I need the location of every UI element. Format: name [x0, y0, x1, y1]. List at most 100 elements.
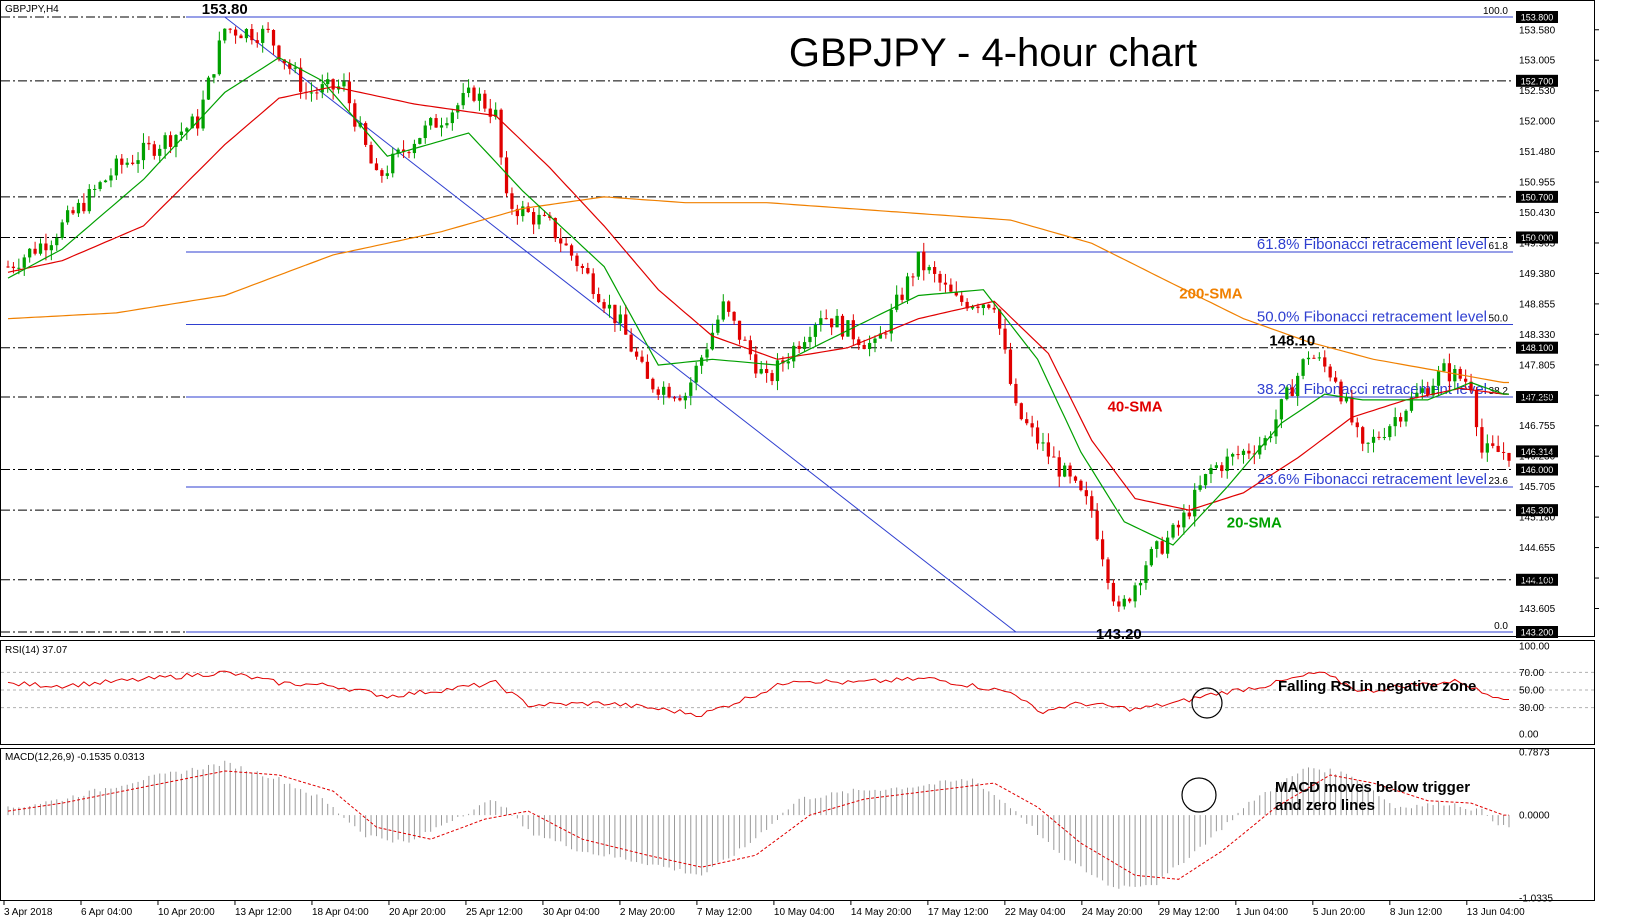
candle-body [494, 109, 498, 117]
candle-body [1296, 375, 1300, 396]
fib-tag: 50.0 [1489, 314, 1509, 325]
candle-body [1084, 490, 1088, 497]
level-badge-label: 147.250 [1521, 393, 1554, 403]
candle-body [770, 373, 774, 382]
candle-body [862, 344, 866, 350]
candle-body [136, 160, 140, 164]
candle-body [120, 158, 124, 165]
candle-body [33, 248, 37, 254]
candle-body [1366, 442, 1370, 444]
candle-body [1193, 489, 1197, 517]
candle-body [1268, 436, 1273, 439]
candle-body [293, 67, 297, 69]
rsi-indicator: 100.00 70.00 50.00 30.00 0.00 [1, 642, 1594, 741]
candle-body [244, 28, 249, 39]
candle-body [271, 29, 276, 46]
level-badge [1516, 573, 1558, 586]
candle-body [1409, 397, 1414, 411]
candle-body [114, 158, 119, 176]
candle-body [981, 304, 986, 309]
candle-body [1501, 451, 1506, 453]
level-badge [1516, 11, 1558, 23]
candle-body [22, 257, 26, 268]
level-badge [1516, 231, 1558, 244]
candle-body [445, 123, 449, 126]
level-badge-label: 143.200 [1521, 628, 1554, 638]
candle-body [1025, 419, 1029, 424]
moving-averages [7, 56, 1509, 546]
candle-body [76, 202, 81, 214]
candle-body [1355, 422, 1359, 428]
candle-body [597, 294, 601, 303]
macd-annotation-line1: MACD moves below trigger [1275, 779, 1470, 796]
candle-body [250, 28, 254, 41]
candle-body [938, 273, 942, 283]
candle-body [1035, 427, 1040, 444]
candle-body [992, 307, 996, 310]
macd-tick-label: 0.7873 [1519, 748, 1550, 759]
price-tick-label: 150.955 [1519, 178, 1556, 189]
time-tick-label: 14 May 20:00 [851, 907, 912, 918]
candle-body [391, 153, 395, 174]
level-badge-label: 150.000 [1521, 233, 1554, 243]
candle-body [591, 273, 595, 295]
candle-body [1203, 474, 1208, 486]
candle-body [580, 266, 585, 268]
candle-body [206, 77, 211, 100]
candle-body [223, 28, 227, 41]
candle-body [802, 342, 807, 350]
candle-body [461, 93, 465, 106]
candle-body [721, 301, 725, 320]
level-badge [1516, 341, 1558, 354]
candle-body [1106, 559, 1110, 583]
fib-label: 23.6% Fibonacci retracement level [1257, 471, 1487, 488]
candle-body [889, 309, 893, 334]
rsi-line [7, 670, 1509, 718]
macd-tick-label: -1.0335 [1519, 894, 1553, 905]
price-tick-label: 144.655 [1519, 543, 1556, 554]
candle-body [174, 135, 178, 147]
candle-body [369, 144, 373, 164]
macd-annotation-line2: and zero lines [1275, 797, 1375, 814]
candle-body [326, 79, 330, 85]
annotation-148-10: 148.10 [1269, 333, 1315, 350]
candle-body [575, 255, 579, 267]
candle-body [1252, 453, 1256, 455]
price-tick-label: 149.380 [1519, 269, 1556, 280]
candle-body [423, 125, 427, 139]
candle-body [640, 356, 644, 362]
candle-body [1247, 450, 1251, 454]
price-tick-label: 148.330 [1519, 330, 1556, 341]
candle-body [315, 92, 319, 94]
candle-body [634, 351, 639, 357]
candle-body [1339, 381, 1343, 402]
price-tick-label: 147.805 [1519, 360, 1556, 371]
level-badge [1516, 504, 1558, 517]
price-tick-label: 148.855 [1519, 299, 1556, 310]
candle-body [873, 338, 877, 343]
rsi-annotation: Falling RSI in negative zone [1278, 678, 1476, 695]
candle-body [401, 149, 406, 153]
candle-body [932, 266, 937, 274]
time-tick-label: 3 Apr 2018 [4, 907, 53, 918]
candle-body [1176, 524, 1181, 528]
price-tick-label: 143.605 [1519, 604, 1556, 615]
candle-body [867, 342, 872, 350]
candle-body [846, 320, 850, 337]
candle-body [331, 79, 335, 90]
candle-body [342, 81, 346, 87]
candle-body [1111, 582, 1116, 602]
time-tick-label: 24 May 20:00 [1082, 907, 1143, 918]
candle-body [1231, 454, 1235, 457]
candle-body [456, 105, 460, 113]
candle-body [678, 398, 682, 401]
candle-body [775, 360, 780, 382]
candle-body [727, 301, 731, 312]
candle-body [1258, 445, 1262, 455]
candle-body [1388, 426, 1392, 438]
rsi-label: RSI(14) 37.07 [5, 645, 68, 656]
candle-body [1328, 366, 1332, 378]
candle-body [1165, 537, 1170, 554]
candle-body [645, 361, 650, 379]
candle-body [87, 189, 91, 212]
